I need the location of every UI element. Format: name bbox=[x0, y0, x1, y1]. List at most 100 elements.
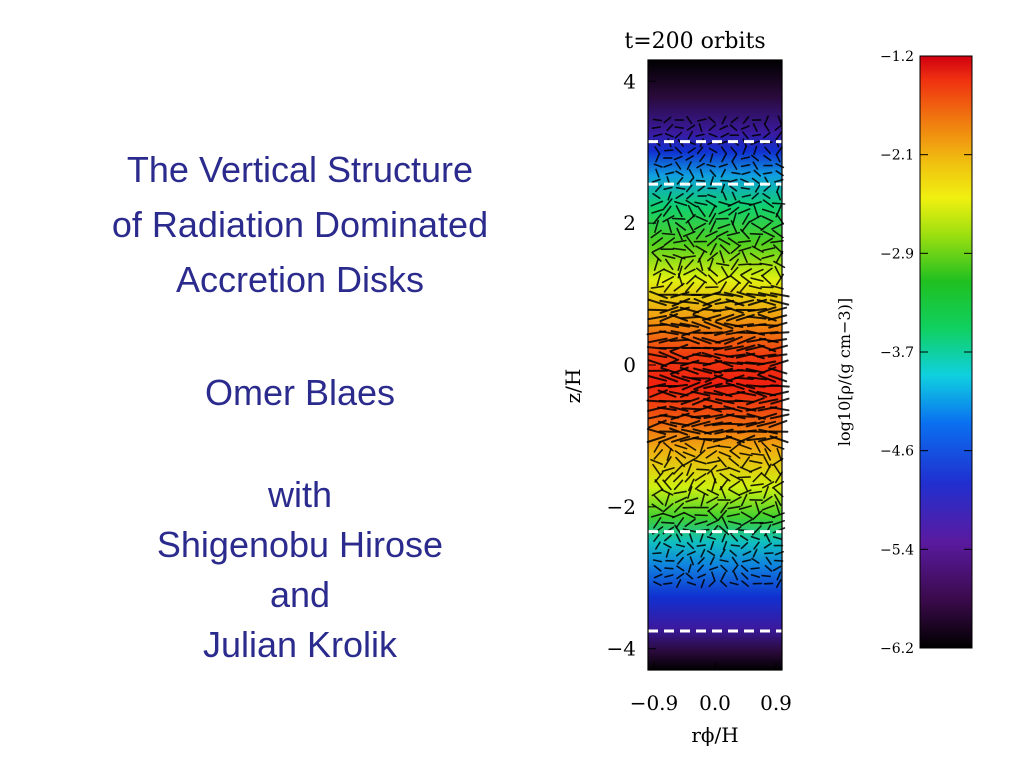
field-vector bbox=[699, 440, 705, 454]
x-axis-label: rϕ/H bbox=[691, 723, 738, 747]
field-vector bbox=[721, 153, 727, 163]
field-vector bbox=[674, 146, 683, 154]
field-vector bbox=[740, 493, 748, 507]
field-vector bbox=[664, 534, 672, 542]
field-vector bbox=[702, 405, 722, 413]
field-vector bbox=[666, 447, 672, 461]
field-vector bbox=[765, 556, 772, 565]
field-vector bbox=[663, 471, 674, 483]
field-vector bbox=[740, 187, 751, 190]
field-vector bbox=[768, 367, 788, 375]
field-vector bbox=[706, 444, 720, 450]
field-vector bbox=[757, 374, 776, 383]
field-vector bbox=[676, 565, 685, 572]
field-vector bbox=[674, 502, 684, 513]
field-vector bbox=[776, 191, 781, 201]
field-vector bbox=[669, 405, 689, 412]
field-vector bbox=[753, 169, 761, 177]
field-vector bbox=[652, 559, 663, 563]
field-vector bbox=[739, 452, 753, 457]
field-vector bbox=[737, 336, 756, 345]
simulation-figure: t=200 orbits 4 2 0 −2 −4 z/H −0.9 0.0 0.9 rϕ/H… bbox=[560, 20, 1024, 760]
field-vector bbox=[725, 353, 746, 358]
field-vector bbox=[679, 366, 699, 375]
colorbar-tick-label: −4.6 bbox=[880, 444, 914, 460]
field-vector bbox=[762, 230, 775, 238]
field-vector bbox=[661, 489, 674, 496]
field-vector bbox=[724, 336, 743, 345]
field-vector bbox=[658, 337, 678, 344]
field-vector bbox=[696, 468, 710, 471]
field-vector bbox=[728, 266, 739, 278]
field-vector bbox=[750, 277, 764, 282]
field-vector bbox=[770, 397, 790, 405]
field-vector bbox=[708, 257, 714, 271]
field-vector bbox=[736, 434, 756, 444]
field-vector bbox=[673, 472, 684, 483]
colorbar-label: log10[ρ/(g cm−3)] bbox=[835, 298, 854, 446]
field-vector bbox=[764, 463, 772, 476]
field-vector bbox=[720, 146, 728, 155]
field-vector bbox=[752, 548, 758, 558]
field-vector bbox=[761, 215, 774, 223]
field-vector bbox=[741, 559, 752, 563]
field-vector bbox=[668, 383, 688, 389]
field-vector bbox=[769, 406, 790, 412]
field-vector bbox=[681, 420, 701, 428]
field-vector bbox=[676, 227, 683, 241]
field-vector bbox=[734, 323, 754, 328]
field-vector bbox=[681, 329, 701, 337]
field-vector bbox=[682, 255, 696, 259]
field-vector bbox=[741, 194, 752, 198]
field-vector bbox=[754, 501, 761, 515]
field-vector bbox=[747, 430, 768, 433]
field-vector bbox=[692, 336, 712, 345]
field-vector bbox=[674, 450, 687, 459]
field-vector bbox=[653, 449, 663, 460]
field-vector bbox=[683, 511, 696, 519]
field-vector bbox=[764, 448, 771, 461]
field-vector bbox=[683, 244, 695, 255]
field-vector bbox=[718, 451, 732, 458]
field-vector bbox=[773, 244, 784, 255]
field-vector bbox=[720, 183, 726, 193]
field-vector bbox=[710, 540, 715, 551]
field-vector bbox=[756, 360, 777, 366]
field-vector bbox=[651, 488, 664, 497]
field-vector bbox=[771, 202, 786, 205]
slide-title: The Vertical Structure of Radiation Domi… bbox=[40, 142, 560, 307]
y-axis: 4 2 0 −2 −4 bbox=[607, 69, 656, 661]
field-vector bbox=[665, 548, 670, 558]
field-vector bbox=[767, 314, 788, 321]
field-vector bbox=[728, 178, 738, 183]
field-vector bbox=[728, 488, 741, 497]
field-vector bbox=[709, 176, 714, 186]
field-vector bbox=[728, 457, 740, 467]
field-vector bbox=[720, 485, 727, 499]
field-vector bbox=[652, 213, 662, 225]
field-vector bbox=[707, 193, 717, 199]
field-vector bbox=[714, 292, 734, 297]
field-vector bbox=[739, 201, 753, 206]
field-vector bbox=[724, 345, 744, 351]
field-vector bbox=[762, 131, 771, 139]
field-vector bbox=[687, 147, 696, 154]
field-vector bbox=[748, 389, 768, 398]
field-vector bbox=[752, 472, 763, 483]
field-vector bbox=[769, 413, 790, 420]
field-vector bbox=[736, 369, 757, 373]
field-vector bbox=[730, 442, 742, 452]
field-vector bbox=[768, 344, 788, 352]
field-vectors bbox=[646, 115, 790, 589]
field-vector bbox=[742, 116, 750, 124]
field-vector bbox=[776, 447, 782, 461]
field-vector bbox=[673, 239, 687, 244]
field-vector bbox=[715, 337, 735, 344]
field-vector bbox=[740, 534, 749, 542]
field-vector bbox=[655, 153, 660, 163]
field-vector bbox=[706, 459, 721, 465]
field-vector bbox=[768, 374, 788, 383]
field-vector bbox=[740, 228, 750, 240]
field-vector bbox=[719, 559, 729, 563]
field-vector bbox=[761, 441, 772, 452]
